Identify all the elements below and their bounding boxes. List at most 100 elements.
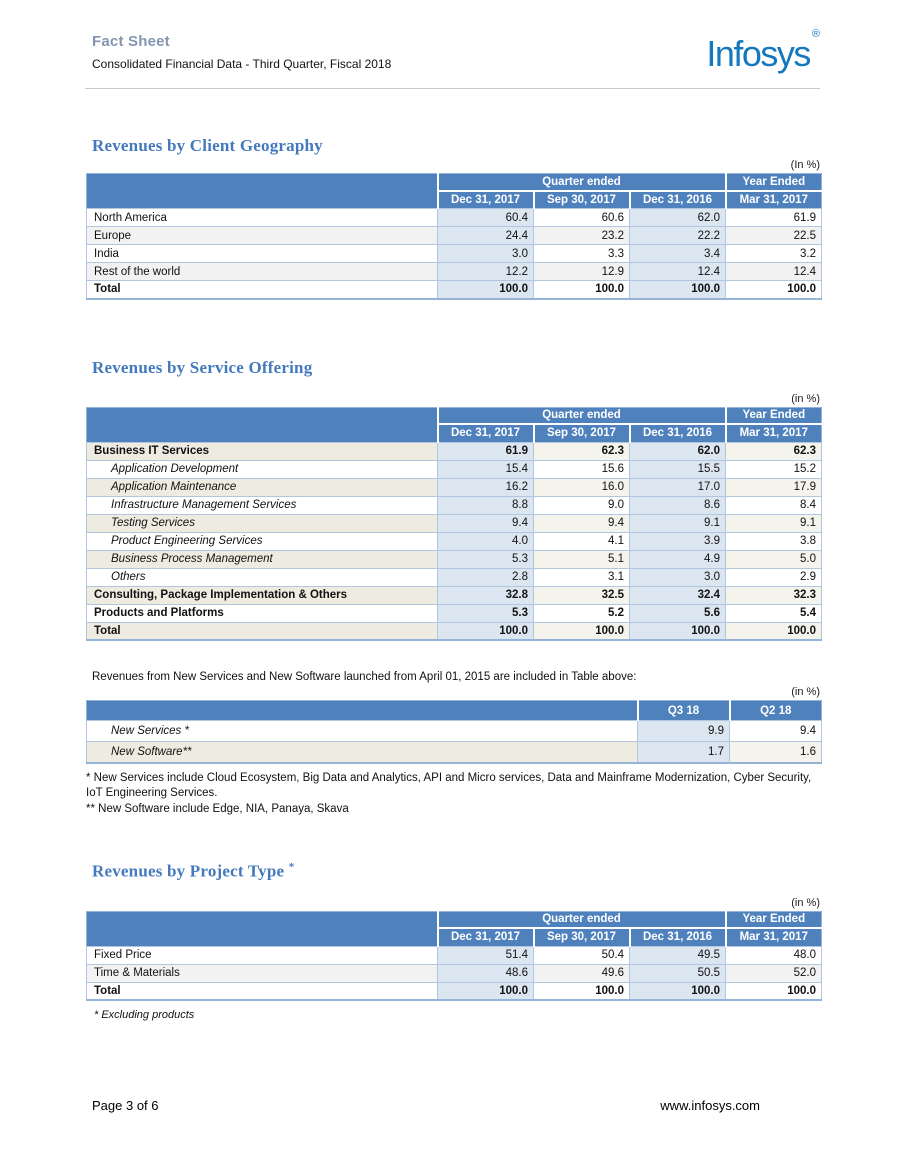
row-label: Testing Services [86, 513, 438, 533]
table-row: Time & Materials 48.6 49.6 50.5 52.0 [86, 963, 823, 983]
cell-value: 62.0 [628, 441, 727, 461]
cell-value: 32.8 [437, 585, 534, 605]
row-label: Product Engineering Services [86, 531, 438, 551]
cell-value: 61.9 [725, 208, 823, 227]
cell-value: 17.9 [725, 477, 823, 497]
cell-value: 3.9 [628, 531, 727, 551]
group-header: Year Ended [724, 407, 822, 425]
cell-value: 5.2 [533, 603, 630, 623]
cell-value: 5.3 [437, 603, 534, 623]
row-label: Total [86, 280, 438, 299]
row-label: North America [86, 208, 438, 227]
column-header: Dec 31, 2017 [436, 928, 534, 947]
cell-value: 3.8 [725, 531, 823, 551]
cell-value: 61.9 [437, 441, 534, 461]
doc-title: Fact Sheet [92, 33, 170, 50]
footnote-text: * New Services include Cloud Ecosystem, … [86, 771, 812, 800]
section-heading: Revenues by Service Offering [86, 358, 821, 378]
cell-value: 3.4 [628, 244, 727, 263]
document-header: Fact Sheet Consolidated Financial Data -… [92, 28, 820, 75]
table-row: Europe 24.4 23.2 22.2 22.5 [86, 226, 823, 245]
cell-value: 22.2 [628, 226, 727, 245]
row-label: New Software** [86, 741, 638, 763]
column-header: Q3 18 [636, 700, 730, 721]
table-row: Fixed Price 51.4 50.4 49.5 48.0 [86, 945, 823, 965]
row-label: Application Maintenance [86, 477, 438, 497]
website-link[interactable]: www.infosys.com [660, 1098, 760, 1113]
section-service-offering: Revenues by Service Offering (in %) Quarte… [86, 300, 823, 641]
footnote-text: * Excluding products [94, 1009, 195, 1022]
column-header: Dec 31, 2017 [436, 424, 534, 442]
section-new-services: Revenues from New Services and New Softw… [86, 641, 822, 817]
cell-value: 23.2 [533, 226, 630, 245]
cell-value: 62.0 [628, 208, 727, 227]
blank-header-cell [86, 700, 638, 721]
section-heading-text: Revenues by Project Type [92, 861, 289, 881]
cell-value: 15.4 [437, 459, 534, 479]
cell-value: 100.0 [533, 280, 630, 299]
cell-value: 3.1 [533, 567, 630, 587]
table-row: Product Engineering Services 4.0 4.1 3.9 3.8 [86, 531, 823, 551]
header-group-row: Quarter ended Year Ended [86, 407, 822, 442]
cell-value: 100.0 [725, 621, 823, 641]
registered-trademark-icon: ® [811, 28, 820, 40]
section-intro-text: Revenues from New Services and New Softw… [92, 671, 637, 683]
infosys-logo-text: Infosys [706, 33, 811, 74]
header-date-row: Dec 31, 2017 Sep 30, 2017 Dec 31, 2016 Mar … [87, 424, 822, 442]
cell-value: 15.5 [628, 459, 727, 479]
cell-value: 100.0 [628, 621, 727, 641]
cell-value: 5.4 [725, 603, 823, 623]
cell-value: 32.3 [725, 585, 823, 605]
blank-header-cell [86, 911, 438, 947]
unit-note: (in %) [791, 896, 820, 909]
section-heading: Revenues by Project Type * [86, 861, 821, 882]
cell-value: 12.2 [437, 262, 534, 281]
cell-value: 9.4 [437, 513, 534, 533]
column-header: Dec 31, 2017 [436, 190, 534, 209]
row-label: Total [86, 981, 438, 1001]
table-row: Rest of the world 12.2 12.9 12.4 12.4 [86, 262, 823, 281]
section-project-type: Revenues by Project Type * (in %) Quarter … [86, 817, 823, 1024]
unit-note: (In %) [790, 159, 820, 171]
cell-value: 16.2 [437, 477, 534, 497]
cell-value: 100.0 [437, 981, 534, 1001]
column-header: Sep 30, 2017 [532, 190, 630, 209]
table-row: Consulting, Package Implementation & Oth… [86, 585, 823, 605]
table-row: Total 100.0 100.0 100.0 100.0 [86, 621, 823, 641]
table-row: Others 2.8 3.1 3.0 2.9 [86, 567, 823, 587]
column-header: Sep 30, 2017 [532, 928, 630, 947]
footnotes-block: * Excluding products [86, 1008, 821, 1024]
column-header: Dec 31, 2016 [628, 190, 726, 209]
table-row: New Software** 1.7 1.6 [86, 741, 822, 763]
group-header: Quarter ended [436, 173, 726, 192]
cell-value: 100.0 [437, 621, 534, 641]
cell-value: 100.0 [437, 280, 534, 299]
section-client-geography: Revenues by Client Geography (In %) Quarte… [86, 96, 823, 300]
column-header: Sep 30, 2017 [532, 424, 630, 442]
footnote-text: ** New Software include Edge, NIA, Panay… [86, 802, 349, 815]
cell-value: 15.2 [725, 459, 823, 479]
table-row: Business IT Services 61.9 62.3 62.0 62.3 [86, 441, 823, 461]
column-header: Q2 18 [728, 700, 822, 721]
table-row: Testing Services 9.4 9.4 9.1 9.1 [86, 513, 823, 533]
row-label: Business Process Management [86, 549, 438, 569]
cell-value: 1.6 [729, 741, 822, 763]
content-area: Revenues by Client Geography (In %) Quarte… [86, 96, 823, 1024]
cell-value: 12.9 [533, 262, 630, 281]
cell-value: 1.7 [637, 741, 730, 763]
row-label: Infrastructure Management Services [86, 495, 438, 515]
doc-subtitle: Consolidated Financial Data - Third Quar… [92, 57, 392, 71]
header-divider [85, 88, 820, 89]
row-label: Rest of the world [86, 262, 438, 281]
table-row: Application Development 15.4 15.6 15.5 15.2 [86, 459, 823, 479]
table-row: Application Maintenance 16.2 16.0 17.0 17.9 [86, 477, 823, 497]
row-label: Products and Platforms [86, 603, 438, 623]
cell-value: 3.2 [725, 244, 823, 263]
cell-value: 50.5 [628, 963, 727, 983]
header-row: Q3 18 Q2 18 [86, 700, 822, 721]
cell-value: 100.0 [725, 981, 823, 1001]
table-row: India 3.0 3.3 3.4 3.2 [86, 244, 823, 263]
cell-value: 100.0 [725, 280, 823, 299]
table-row: North America 60.4 60.6 62.0 61.9 [86, 208, 823, 227]
